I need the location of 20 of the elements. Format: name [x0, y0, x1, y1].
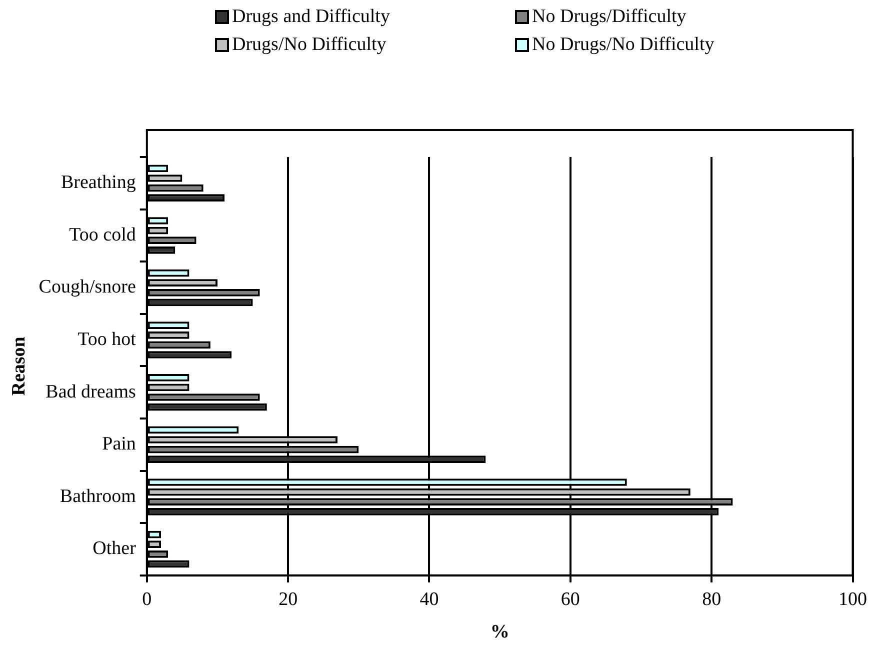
- x-tick-label: 100: [838, 588, 867, 610]
- y-tick-label: Pain: [102, 434, 136, 455]
- legend-label: Drugs and Difficulty: [232, 6, 390, 28]
- x-axis-title: %: [490, 622, 510, 643]
- y-tick-label: Bad dreams: [46, 381, 136, 402]
- x-tick-label: 20: [278, 588, 298, 610]
- y-tick-label: Bathroom: [60, 486, 136, 507]
- x-tick-label: 40: [420, 588, 439, 610]
- y-tick-label: Breathing: [60, 172, 136, 194]
- y-axis-title: Reason: [8, 336, 30, 396]
- y-tick-label: Cough/snore: [38, 276, 136, 298]
- x-tick-label: 0: [142, 588, 152, 610]
- x-tick-label: 60: [560, 588, 580, 610]
- y-tick-label: Other: [92, 538, 137, 560]
- legend-label: No Drugs/No Difficulty: [532, 34, 714, 56]
- x-tick-label: 80: [702, 588, 722, 610]
- legend-label: No Drugs/Difficulty: [532, 6, 686, 28]
- legend-label: Drugs/No Difficulty: [232, 34, 386, 56]
- y-tick-label: Too cold: [69, 224, 136, 246]
- y-tick-label: Too hot: [78, 329, 137, 350]
